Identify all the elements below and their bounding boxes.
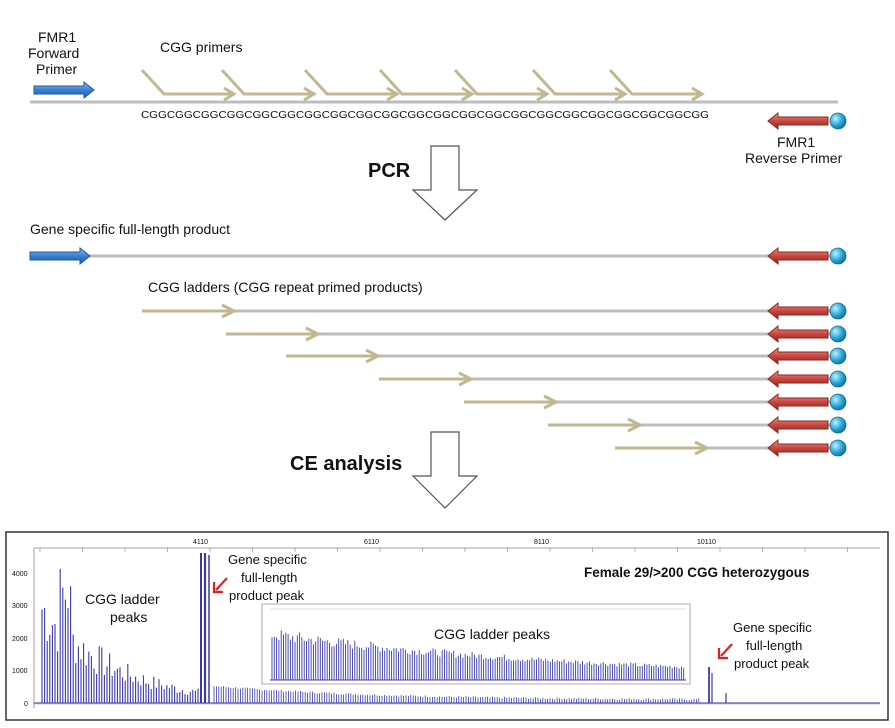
ladder-reverse-primer-icon xyxy=(768,394,828,410)
ladder-reverse-primer-icon xyxy=(768,417,828,433)
forward-primer-icon xyxy=(34,82,94,98)
bead-icon xyxy=(830,326,846,342)
ladder-reverse-primer-icon xyxy=(768,440,828,456)
cgg-sequence: CGGCGGCGGCGGCGGCGGCGGCGGCGGCGGCGGCGGCGGC… xyxy=(141,109,709,121)
ladder-peaks-label-2: peaks xyxy=(110,609,147,625)
reverse-primer-icon xyxy=(768,113,846,129)
ce-down-arrow-icon xyxy=(413,432,477,508)
bead-icon xyxy=(830,440,846,456)
pcr-down-arrow-icon xyxy=(413,146,477,220)
forward-primer-label-2: Forward xyxy=(28,45,79,61)
forward-primer-label-1: FMR1 xyxy=(38,29,76,45)
cgg-primer-arrow-icon xyxy=(142,70,232,94)
y-tick-label: 1000 xyxy=(12,668,28,675)
x-tick-label: 8110 xyxy=(534,539,549,546)
x-tick-label: 4110 xyxy=(193,539,208,546)
bead-icon xyxy=(830,394,846,410)
reverse-primer-label-1: FMR1 xyxy=(777,134,815,150)
inset-ladder-label: CGG ladder peaks xyxy=(434,626,550,642)
forward-primer-label-3: Primer xyxy=(36,61,78,77)
full-length-product-label: Gene specific full-length product xyxy=(30,221,230,237)
cgg-primer-arrow-icon xyxy=(533,70,623,94)
ladder-peaks-label-1: CGG ladder xyxy=(85,591,160,607)
reverse-primer-label-2: Reverse Primer xyxy=(745,150,843,166)
cgg-primer-arrow-icon xyxy=(222,70,312,94)
ladder-reverse-primer-icon xyxy=(768,326,828,342)
x-tick-label: 6110 xyxy=(364,539,379,546)
y-tick-label: 4000 xyxy=(12,571,28,578)
full-length-reverse-primer-icon xyxy=(768,248,846,264)
x-tick-label: 10110 xyxy=(697,539,716,546)
peak1-label-1: Gene specific xyxy=(228,552,307,567)
cgg-primers-label: CGG primers xyxy=(160,39,242,55)
y-tick-label: 2000 xyxy=(12,636,28,643)
cgg-primer-arrows xyxy=(142,70,702,100)
y-tick-label: 0 xyxy=(24,701,28,708)
electropherogram-title: Female 29/>200 CGG heterozygous xyxy=(584,565,809,580)
cgg-ladder-products xyxy=(142,303,846,456)
cgg-ladders-label: CGG ladders (CGG repeat primed products) xyxy=(148,279,423,295)
ladder-reverse-primer-icon xyxy=(768,303,828,319)
ce-analysis-step-label: CE analysis xyxy=(290,453,402,475)
peak1-label-3: product peak xyxy=(229,588,305,603)
ladder-reverse-primer-icon xyxy=(768,371,828,387)
bead-icon xyxy=(830,371,846,387)
bead-icon xyxy=(830,303,846,319)
pcr-step-label: PCR xyxy=(368,160,411,182)
y-tick-label: 3000 xyxy=(12,603,28,610)
full-length-forward-primer-icon xyxy=(30,248,90,264)
bead-icon xyxy=(830,348,846,364)
bead-icon xyxy=(830,417,846,433)
peak2-label-2: full-length xyxy=(746,638,802,653)
peak2-label-1: Gene specific xyxy=(733,620,812,635)
peak1-label-2: full-length xyxy=(241,570,297,585)
cgg-primer-arrow-icon xyxy=(610,70,700,94)
ladder-reverse-primer-icon xyxy=(768,348,828,364)
peak2-label-3: product peak xyxy=(734,656,810,671)
